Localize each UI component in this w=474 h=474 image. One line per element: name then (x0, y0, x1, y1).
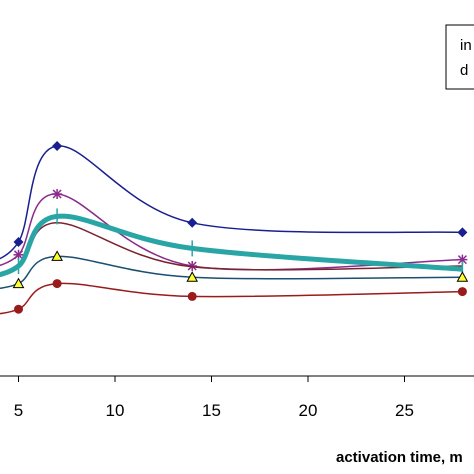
data-point (187, 217, 198, 228)
data-point (457, 227, 468, 238)
legend: in d (445, 24, 474, 90)
data-point (12, 277, 25, 289)
data-point (13, 249, 24, 260)
x-tick-label: 25 (395, 401, 414, 420)
data-point (457, 287, 467, 297)
legend-box (445, 24, 474, 90)
data-point (456, 271, 469, 282)
star-stroke (13, 250, 24, 260)
data-point (52, 189, 63, 199)
star-stroke (52, 189, 62, 199)
data-point (186, 271, 199, 282)
data-point (187, 291, 197, 301)
series-line-6 (0, 282, 463, 315)
x-axis-title: activation time, m (336, 449, 463, 466)
star-stroke (187, 261, 197, 271)
data-point (14, 304, 23, 314)
series-line-5 (0, 255, 463, 290)
data-point (52, 279, 62, 289)
x-axis-ticks: 5 10 15 20 25 (14, 376, 414, 420)
data-point (51, 250, 63, 261)
plot-area (0, 141, 469, 315)
data-point (52, 141, 63, 151)
x-tick-label: 15 (202, 401, 221, 420)
x-tick-label: 10 (106, 401, 125, 420)
x-tick-label: 20 (299, 401, 318, 420)
legend-entry-2: d (460, 62, 468, 79)
series-line-1 (0, 145, 463, 260)
x-tick-label: 5 (14, 401, 23, 420)
star-stroke (457, 255, 467, 265)
legend-entry-1: in (460, 37, 472, 54)
data-point (13, 237, 24, 247)
